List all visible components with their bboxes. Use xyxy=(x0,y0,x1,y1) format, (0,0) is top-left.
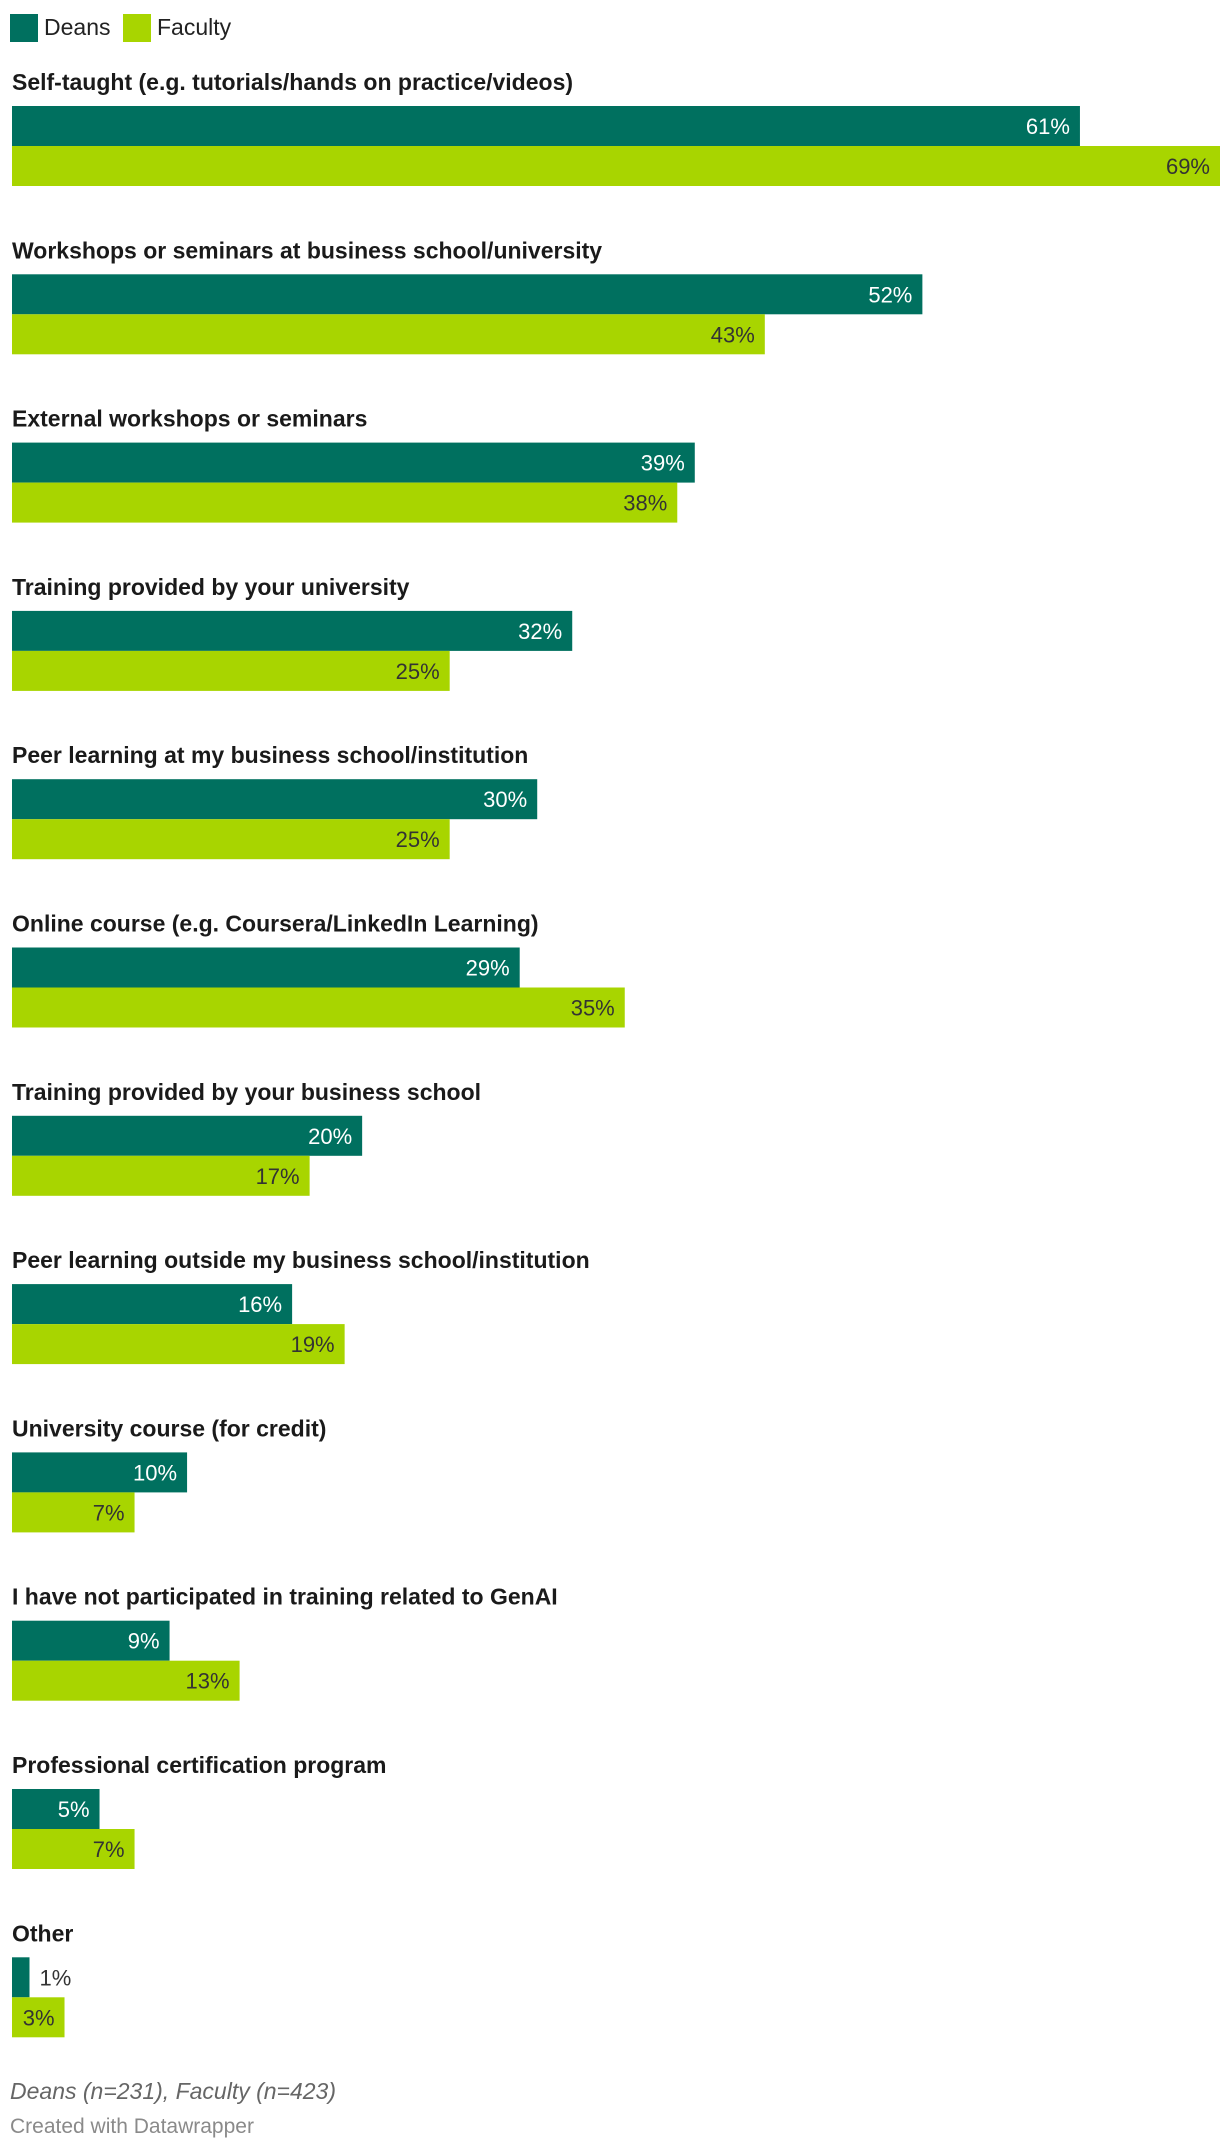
legend-swatch-faculty xyxy=(123,14,151,42)
category-label-peer-learning-at-my-business-school-institution: Peer learning at my business school/inst… xyxy=(12,742,528,768)
bar-faculty-self-taught-e-g-tutorials-hands-on-practice-videos xyxy=(12,146,1220,186)
value-label-faculty-online-course-e-g-coursera-linkedin-learning: 35% xyxy=(571,996,615,1021)
value-label-deans-external-workshops-or-seminars: 39% xyxy=(641,451,685,476)
category-label-university-course-for-credit: University course (for credit) xyxy=(12,1415,326,1441)
bar-deans-other xyxy=(12,1957,30,1998)
value-label-deans-peer-learning-at-my-business-school-institution: 30% xyxy=(483,787,527,812)
value-label-faculty-self-taught-e-g-tutorials-hands-on-practice-videos: 69% xyxy=(1166,154,1210,179)
value-label-faculty-peer-learning-outside-my-business-school-institution: 19% xyxy=(291,1332,335,1357)
value-label-deans-training-provided-by-your-university: 32% xyxy=(518,619,562,644)
value-label-faculty-workshops-or-seminars-at-business-school-university: 43% xyxy=(711,322,755,347)
bar-deans-training-provided-by-your-university xyxy=(12,610,573,651)
category-label-workshops-or-seminars-at-business-school-university: Workshops or seminars at business school… xyxy=(12,237,602,263)
value-label-deans-i-have-not-participated-in-training-related-to-genai: 9% xyxy=(128,1629,160,1654)
category-label-professional-certification-program: Professional certification program xyxy=(12,1752,386,1778)
bar-deans-i-have-not-participated-in-training-related-to-genai xyxy=(12,1620,170,1661)
value-label-faculty-external-workshops-or-seminars: 38% xyxy=(623,491,667,516)
bar-faculty-online-course-e-g-coursera-linkedin-learning xyxy=(12,987,625,1028)
bar-deans-workshops-or-seminars-at-business-school-university xyxy=(12,274,923,315)
category-label-training-provided-by-your-university: Training provided by your university xyxy=(12,574,410,600)
value-label-deans-online-course-e-g-coursera-linkedin-learning: 29% xyxy=(466,956,510,981)
sample-size-note: Deans (n=231), Faculty (n=423) xyxy=(10,2078,337,2104)
value-label-faculty-other: 3% xyxy=(23,2005,55,2030)
value-label-faculty-peer-learning-at-my-business-school-institution: 25% xyxy=(396,827,440,852)
legend-label-deans: Deans xyxy=(44,14,110,40)
category-label-training-provided-by-your-business-school: Training provided by your business schoo… xyxy=(12,1079,481,1105)
bar-deans-self-taught-e-g-tutorials-hands-on-practice-videos xyxy=(12,106,1080,146)
category-label-self-taught-e-g-tutorials-hands-on-practice-videos: Self-taught (e.g. tutorials/hands on pra… xyxy=(12,69,573,95)
bar-faculty-peer-learning-at-my-business-school-institution xyxy=(12,819,450,860)
legend-label-faculty: Faculty xyxy=(157,14,232,40)
bar-deans-peer-learning-outside-my-business-school-institution xyxy=(12,1284,293,1325)
value-label-faculty-professional-certification-program: 7% xyxy=(93,1837,125,1862)
bar-faculty-i-have-not-participated-in-training-related-to-genai xyxy=(12,1660,240,1701)
bar-deans-external-workshops-or-seminars xyxy=(12,442,695,483)
category-label-peer-learning-outside-my-business-school-institution: Peer learning outside my business school… xyxy=(12,1247,590,1273)
bar-faculty-professional-certification-program xyxy=(12,1829,135,1869)
value-label-deans-self-taught-e-g-tutorials-hands-on-practice-videos: 61% xyxy=(1026,114,1070,139)
value-label-faculty-university-course-for-credit: 7% xyxy=(93,1500,125,1525)
value-label-deans-university-course-for-credit: 10% xyxy=(133,1460,177,1485)
value-label-deans-training-provided-by-your-business-school: 20% xyxy=(308,1124,352,1149)
category-label-other: Other xyxy=(12,1920,73,1946)
bar-deans-professional-certification-program xyxy=(12,1789,100,1829)
bar-deans-peer-learning-at-my-business-school-institution xyxy=(12,779,538,820)
bar-faculty-other xyxy=(12,1997,65,2038)
value-label-faculty-training-provided-by-your-business-school: 17% xyxy=(256,1164,300,1189)
datawrapper-credit: Created with Datawrapper xyxy=(10,2115,254,2138)
value-label-deans-other: 1% xyxy=(40,1965,72,1990)
bar-deans-training-provided-by-your-business-school xyxy=(12,1115,363,1156)
category-label-i-have-not-participated-in-training-related-to-genai: I have not participated in training rela… xyxy=(12,1584,558,1610)
value-label-deans-workshops-or-seminars-at-business-school-university: 52% xyxy=(868,282,912,307)
value-label-deans-professional-certification-program: 5% xyxy=(58,1797,90,1822)
bar-faculty-workshops-or-seminars-at-business-school-university xyxy=(12,314,765,355)
bar-deans-online-course-e-g-coursera-linkedin-learning xyxy=(12,947,520,988)
bar-faculty-peer-learning-outside-my-business-school-institution xyxy=(12,1324,345,1365)
category-label-external-workshops-or-seminars: External workshops or seminars xyxy=(12,406,367,432)
bar-deans-university-course-for-credit xyxy=(12,1452,188,1493)
value-label-deans-peer-learning-outside-my-business-school-institution: 16% xyxy=(238,1292,282,1317)
value-label-faculty-training-provided-by-your-university: 25% xyxy=(396,659,440,684)
legend-swatch-deans xyxy=(10,14,38,42)
bar-faculty-external-workshops-or-seminars xyxy=(12,482,678,523)
bar-faculty-training-provided-by-your-business-school xyxy=(12,1155,310,1196)
category-label-online-course-e-g-coursera-linkedin-learning: Online course (e.g. Coursera/LinkedIn Le… xyxy=(12,911,539,937)
bar-faculty-training-provided-by-your-university xyxy=(12,650,450,691)
value-label-faculty-i-have-not-participated-in-training-related-to-genai: 13% xyxy=(186,1669,230,1694)
bar-faculty-university-course-for-credit xyxy=(12,1492,135,1533)
